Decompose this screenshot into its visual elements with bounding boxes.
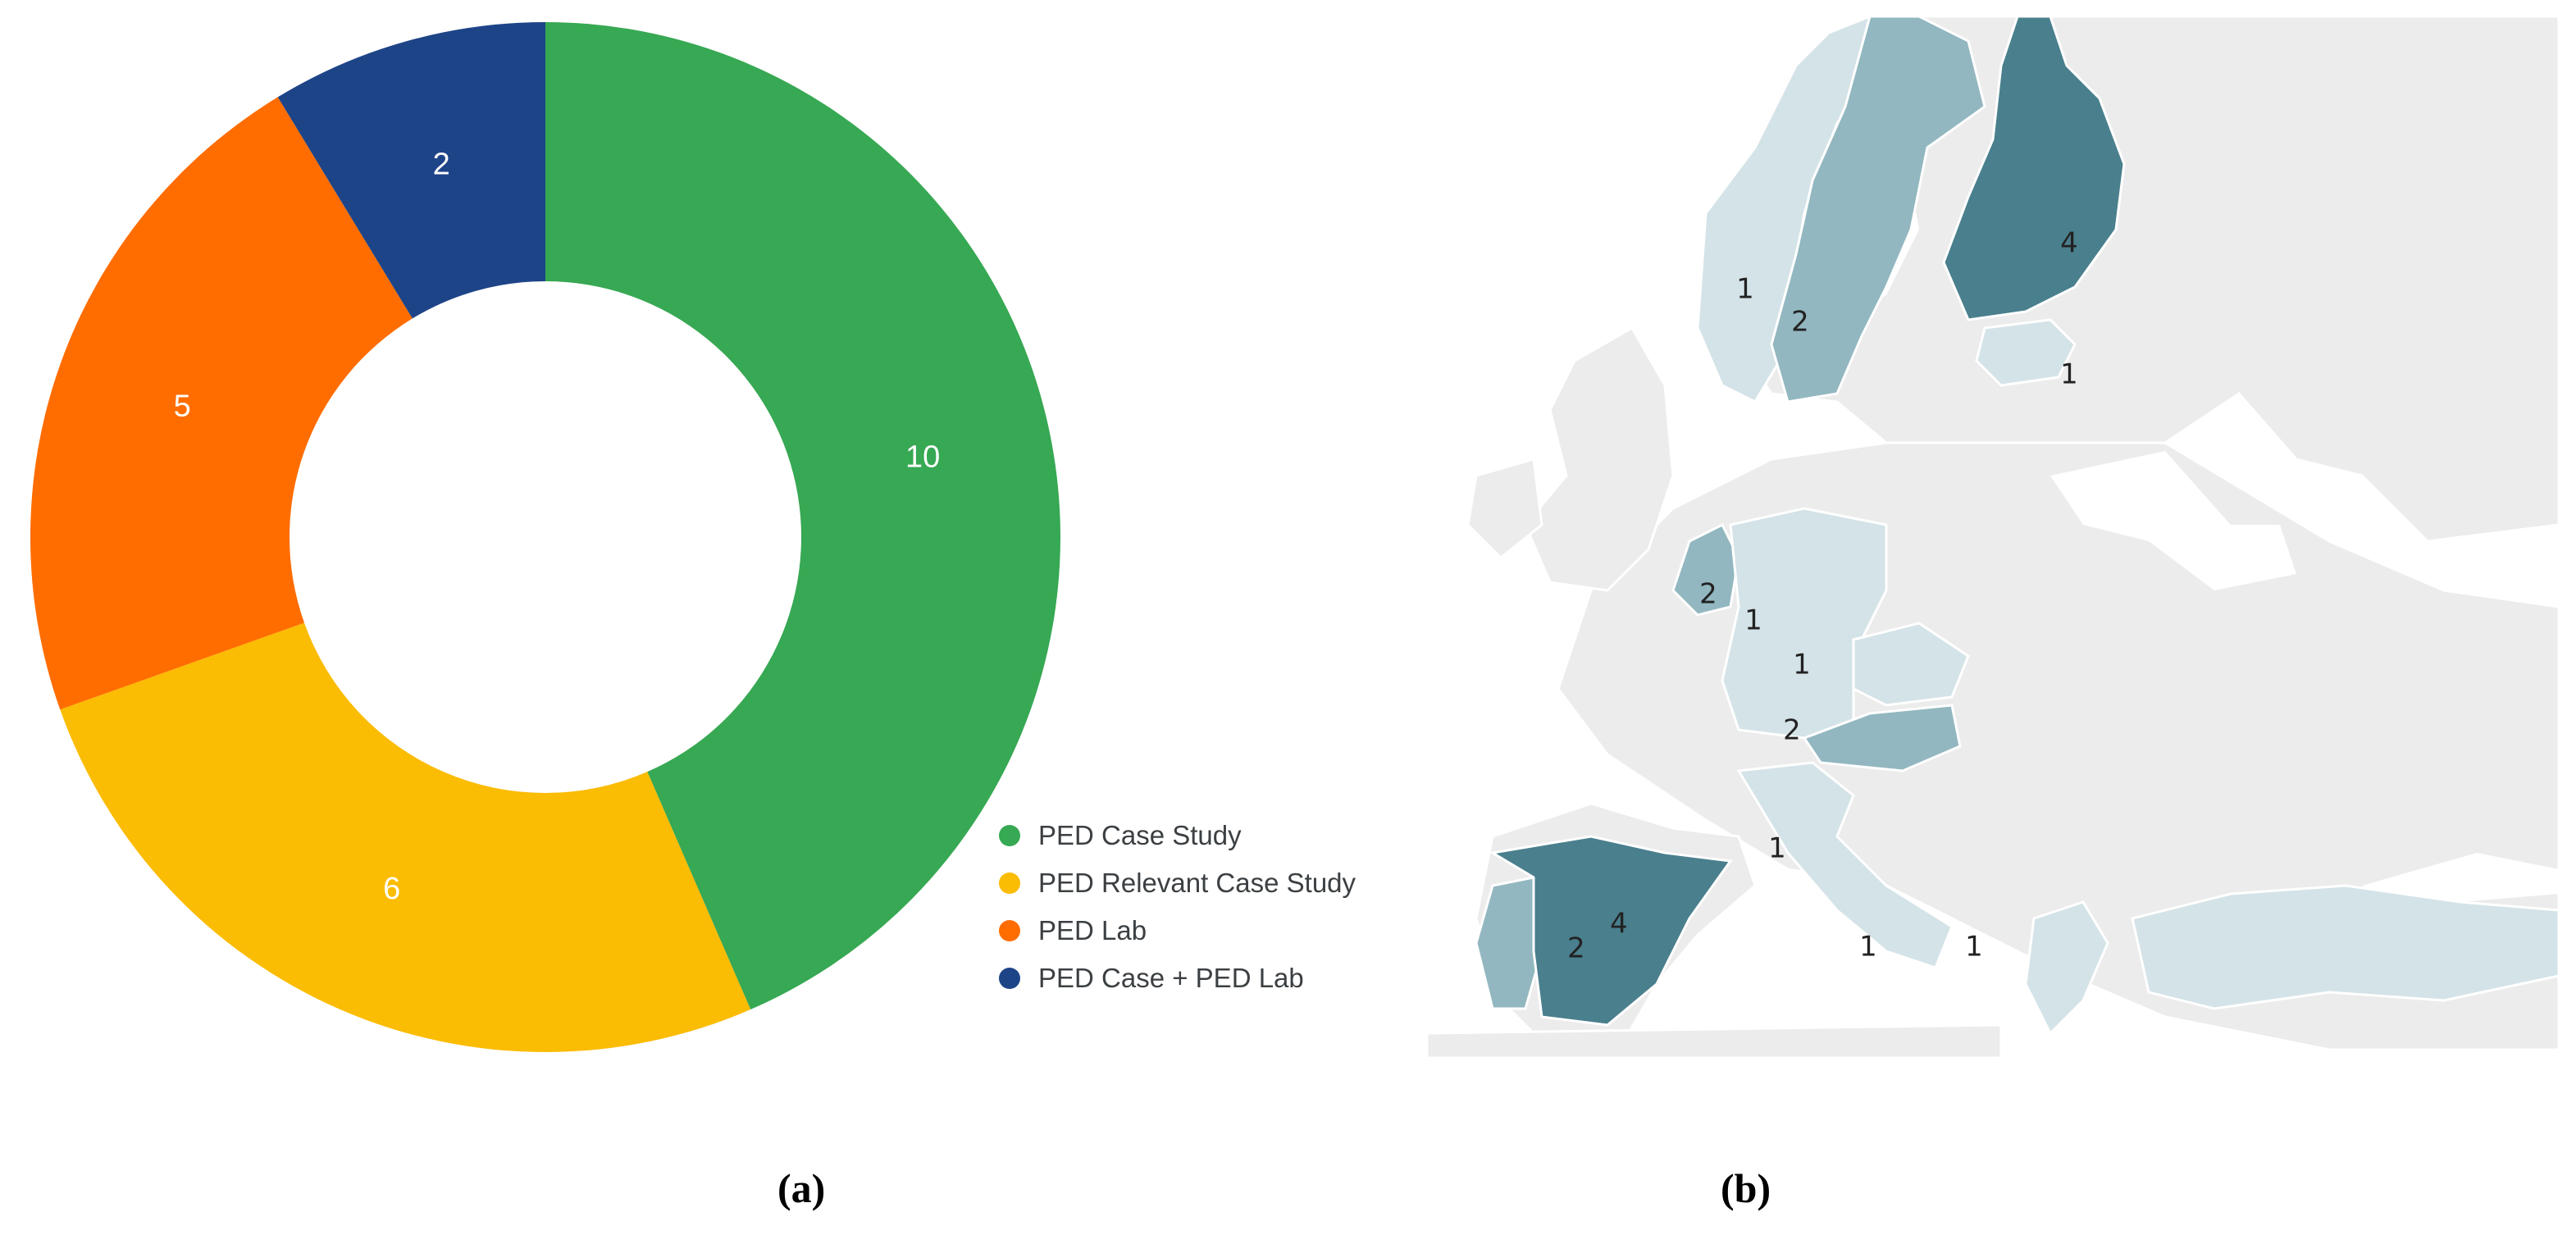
estonia-region bbox=[1975, 318, 2077, 387]
estonia-value: 1 bbox=[2060, 358, 2078, 391]
spain-region bbox=[1489, 835, 1733, 1027]
legend-dot-case-study bbox=[999, 825, 1020, 846]
austria-value: 2 bbox=[1783, 714, 1801, 747]
greece-region bbox=[2024, 900, 2109, 1036]
europe-map: 1 2 4 1 2 1 1 2 1 2 4 1 1 bbox=[1425, 15, 2560, 1059]
legend-dot-lab bbox=[999, 920, 1020, 941]
italy-region bbox=[1736, 761, 1954, 969]
europe-map-panel: 1 2 4 1 2 1 1 2 1 2 4 1 1 bbox=[1425, 15, 2560, 1059]
slice-lab bbox=[30, 97, 413, 710]
slice-value-label: 6 bbox=[383, 872, 400, 906]
legend-dot-case-plus-lab bbox=[999, 968, 1020, 989]
greece-value: 1 bbox=[1859, 931, 1877, 964]
caption-a: (a) bbox=[777, 1165, 826, 1211]
legend-item: PED Lab bbox=[999, 907, 1356, 955]
turkey-value: 1 bbox=[1965, 931, 1983, 964]
austria-region bbox=[1802, 704, 1962, 772]
germany-value: 1 bbox=[1744, 604, 1762, 637]
finland-value: 4 bbox=[2060, 227, 2078, 260]
norway-value: 1 bbox=[1736, 273, 1754, 306]
czechia-region bbox=[1852, 622, 1970, 707]
slice-value-label: 10 bbox=[905, 440, 940, 474]
slice-case-study bbox=[545, 22, 1060, 1010]
legend-label: PED Case + PED Lab bbox=[1038, 963, 1304, 993]
legend-label: PED Relevant Case Study bbox=[1038, 868, 1356, 898]
legend-item: PED Case Study bbox=[999, 812, 1356, 859]
spain-value: 4 bbox=[1610, 908, 1628, 941]
region-labels: 1 2 4 1 2 1 1 2 1 2 4 1 1 bbox=[1567, 227, 2078, 965]
legend-dot-relevant-case-study bbox=[999, 873, 1020, 894]
netherlands-value: 2 bbox=[1699, 578, 1717, 611]
slice-value-label: 5 bbox=[174, 390, 191, 424]
legend-item: PED Case + PED Lab bbox=[999, 955, 1356, 1002]
portugal-value: 2 bbox=[1567, 932, 1585, 965]
legend-label: PED Lab bbox=[1038, 915, 1147, 945]
slice-relevant-case-study bbox=[60, 622, 751, 1052]
highlighted-countries bbox=[1475, 15, 2560, 1036]
legend-label: PED Case Study bbox=[1038, 820, 1242, 850]
sweden-value: 2 bbox=[1791, 306, 1809, 339]
netherlands-region bbox=[1671, 522, 1740, 617]
legend-item: PED Relevant Case Study bbox=[999, 859, 1356, 907]
czechia-value: 1 bbox=[1793, 649, 1811, 681]
sweden-region bbox=[1770, 15, 1986, 403]
legend: PED Case Study PED Relevant Case Study P… bbox=[999, 812, 1356, 1002]
caption-b: (b) bbox=[1721, 1165, 1771, 1211]
finland-region bbox=[1942, 15, 2126, 321]
turkey-region bbox=[2131, 884, 2560, 1010]
donut-chart-panel: 10 6 5 2 PED Case Study PED Relevant Case S… bbox=[0, 0, 1427, 1066]
slice-case-plus-lab bbox=[277, 22, 545, 319]
slice-value-label: 2 bbox=[433, 147, 450, 181]
donut-chart: 10 6 5 2 bbox=[30, 22, 1060, 1052]
italy-value: 1 bbox=[1768, 832, 1786, 865]
